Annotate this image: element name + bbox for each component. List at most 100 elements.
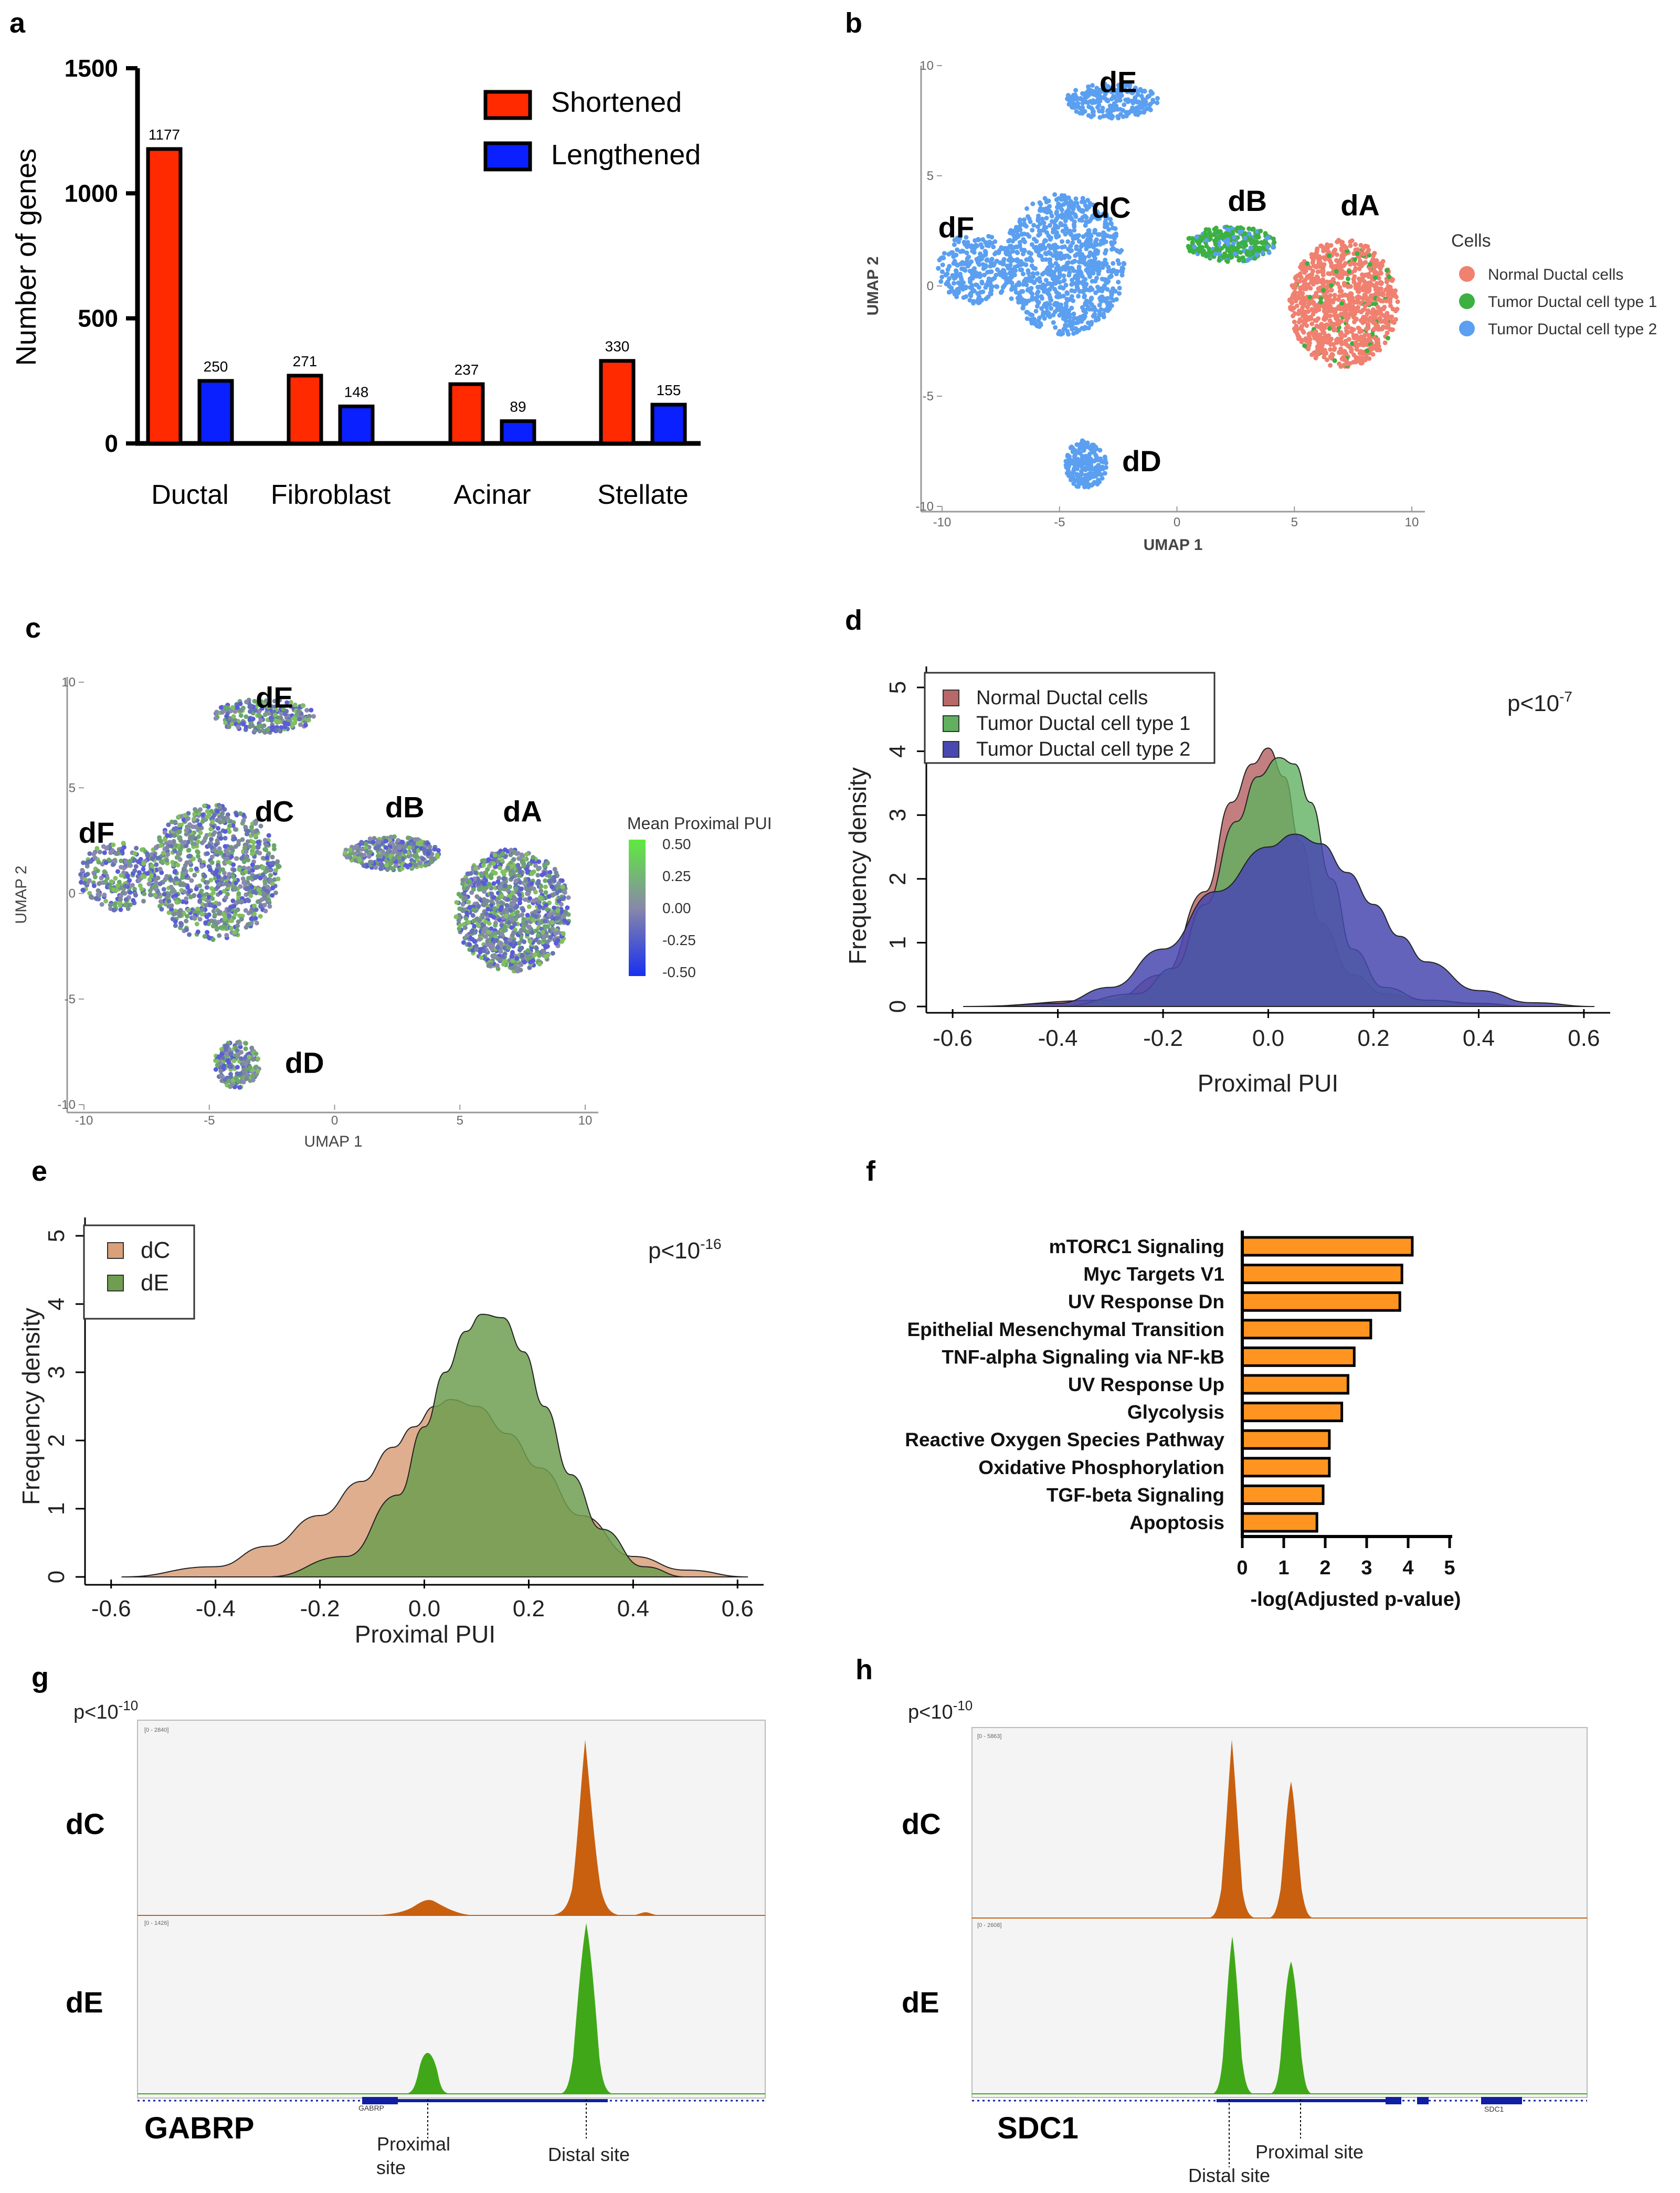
b-point [1094, 86, 1100, 91]
c-point [113, 876, 118, 881]
c-point [139, 847, 144, 852]
b-point [1110, 114, 1115, 119]
c-point [202, 838, 207, 843]
b-point [1071, 222, 1076, 227]
b-point [1337, 285, 1343, 290]
b-point [999, 245, 1004, 250]
b-point [1382, 304, 1387, 310]
b-point [1213, 225, 1219, 230]
c-point [133, 893, 138, 898]
b-point [1030, 313, 1035, 317]
b-point [1186, 243, 1191, 249]
b-point [1057, 280, 1062, 285]
b-point [1089, 302, 1094, 307]
c-point [276, 864, 281, 870]
c-point [185, 914, 190, 919]
b-point [1070, 281, 1075, 286]
c-point [274, 727, 279, 733]
c-point [283, 712, 288, 717]
b-point [950, 273, 955, 278]
b-point [1380, 290, 1386, 295]
b-point [1079, 109, 1084, 114]
b-point [1092, 307, 1097, 312]
c-point [209, 886, 214, 891]
c-point [121, 841, 126, 846]
b-point [1336, 297, 1341, 302]
c-point [182, 813, 187, 818]
c-point [233, 709, 238, 714]
b-point [1329, 321, 1335, 326]
c-point [384, 839, 388, 844]
c-point [205, 851, 210, 856]
b-point [1086, 482, 1091, 487]
b-point [1021, 271, 1026, 277]
b-point [977, 271, 982, 277]
b-point [1225, 259, 1230, 264]
b-point [1378, 266, 1383, 271]
c-point [128, 890, 133, 895]
b-point [1072, 228, 1077, 233]
b-point [1340, 256, 1346, 261]
b-point [1199, 246, 1204, 251]
b-point [986, 234, 991, 239]
c-point [214, 1058, 219, 1064]
b-point [1035, 224, 1040, 229]
b-point [1047, 208, 1052, 214]
b-point [1123, 97, 1128, 102]
b-point [1146, 93, 1151, 99]
a-x-tick-label: Fibroblast [271, 480, 391, 510]
b-point [1117, 291, 1122, 296]
c-point [121, 865, 126, 871]
c-point [221, 888, 227, 894]
c-point [241, 721, 246, 726]
c-point [237, 867, 242, 872]
b-point [960, 249, 966, 254]
a-x-tick-label: Stellate [597, 480, 688, 510]
c-point [168, 884, 174, 889]
b-point [1130, 109, 1136, 114]
c-point [347, 852, 353, 856]
c-point [364, 849, 369, 854]
c-point [157, 866, 163, 872]
c-point [392, 856, 396, 861]
b-point [1380, 319, 1385, 324]
b-point [1038, 243, 1043, 248]
b-point [1102, 454, 1107, 460]
b-point [994, 259, 999, 264]
b-point [1090, 83, 1095, 88]
b-point [1059, 302, 1064, 308]
c-point [195, 929, 200, 935]
c-point [102, 869, 107, 874]
b-point [1096, 94, 1101, 99]
b-point [1207, 230, 1212, 235]
c-point [91, 870, 97, 875]
b-point [1081, 288, 1086, 293]
b-point [1344, 351, 1349, 356]
b-point [979, 298, 984, 303]
b-point [1385, 311, 1390, 316]
a-y-tick-label: 0 [104, 430, 118, 457]
c-point [199, 888, 204, 894]
b-point [1155, 96, 1160, 101]
b-point [1083, 203, 1088, 208]
b-point [1238, 250, 1243, 255]
c-point [141, 861, 146, 866]
b-point [1044, 216, 1049, 221]
b-x-tick-label: 0 [1174, 515, 1180, 529]
b-point [1102, 284, 1107, 289]
a-bar-lengthened [197, 379, 234, 446]
c-point [272, 846, 277, 852]
c-point [88, 894, 93, 899]
b-point [1350, 341, 1355, 346]
b-point [1066, 308, 1072, 313]
b-point [999, 289, 1005, 294]
c-point [266, 833, 271, 838]
b-point [1314, 250, 1319, 256]
c-point [260, 855, 266, 861]
b-point [1060, 239, 1064, 244]
b-point [1033, 309, 1039, 314]
b-point [1135, 112, 1140, 118]
b-point [1359, 361, 1365, 366]
